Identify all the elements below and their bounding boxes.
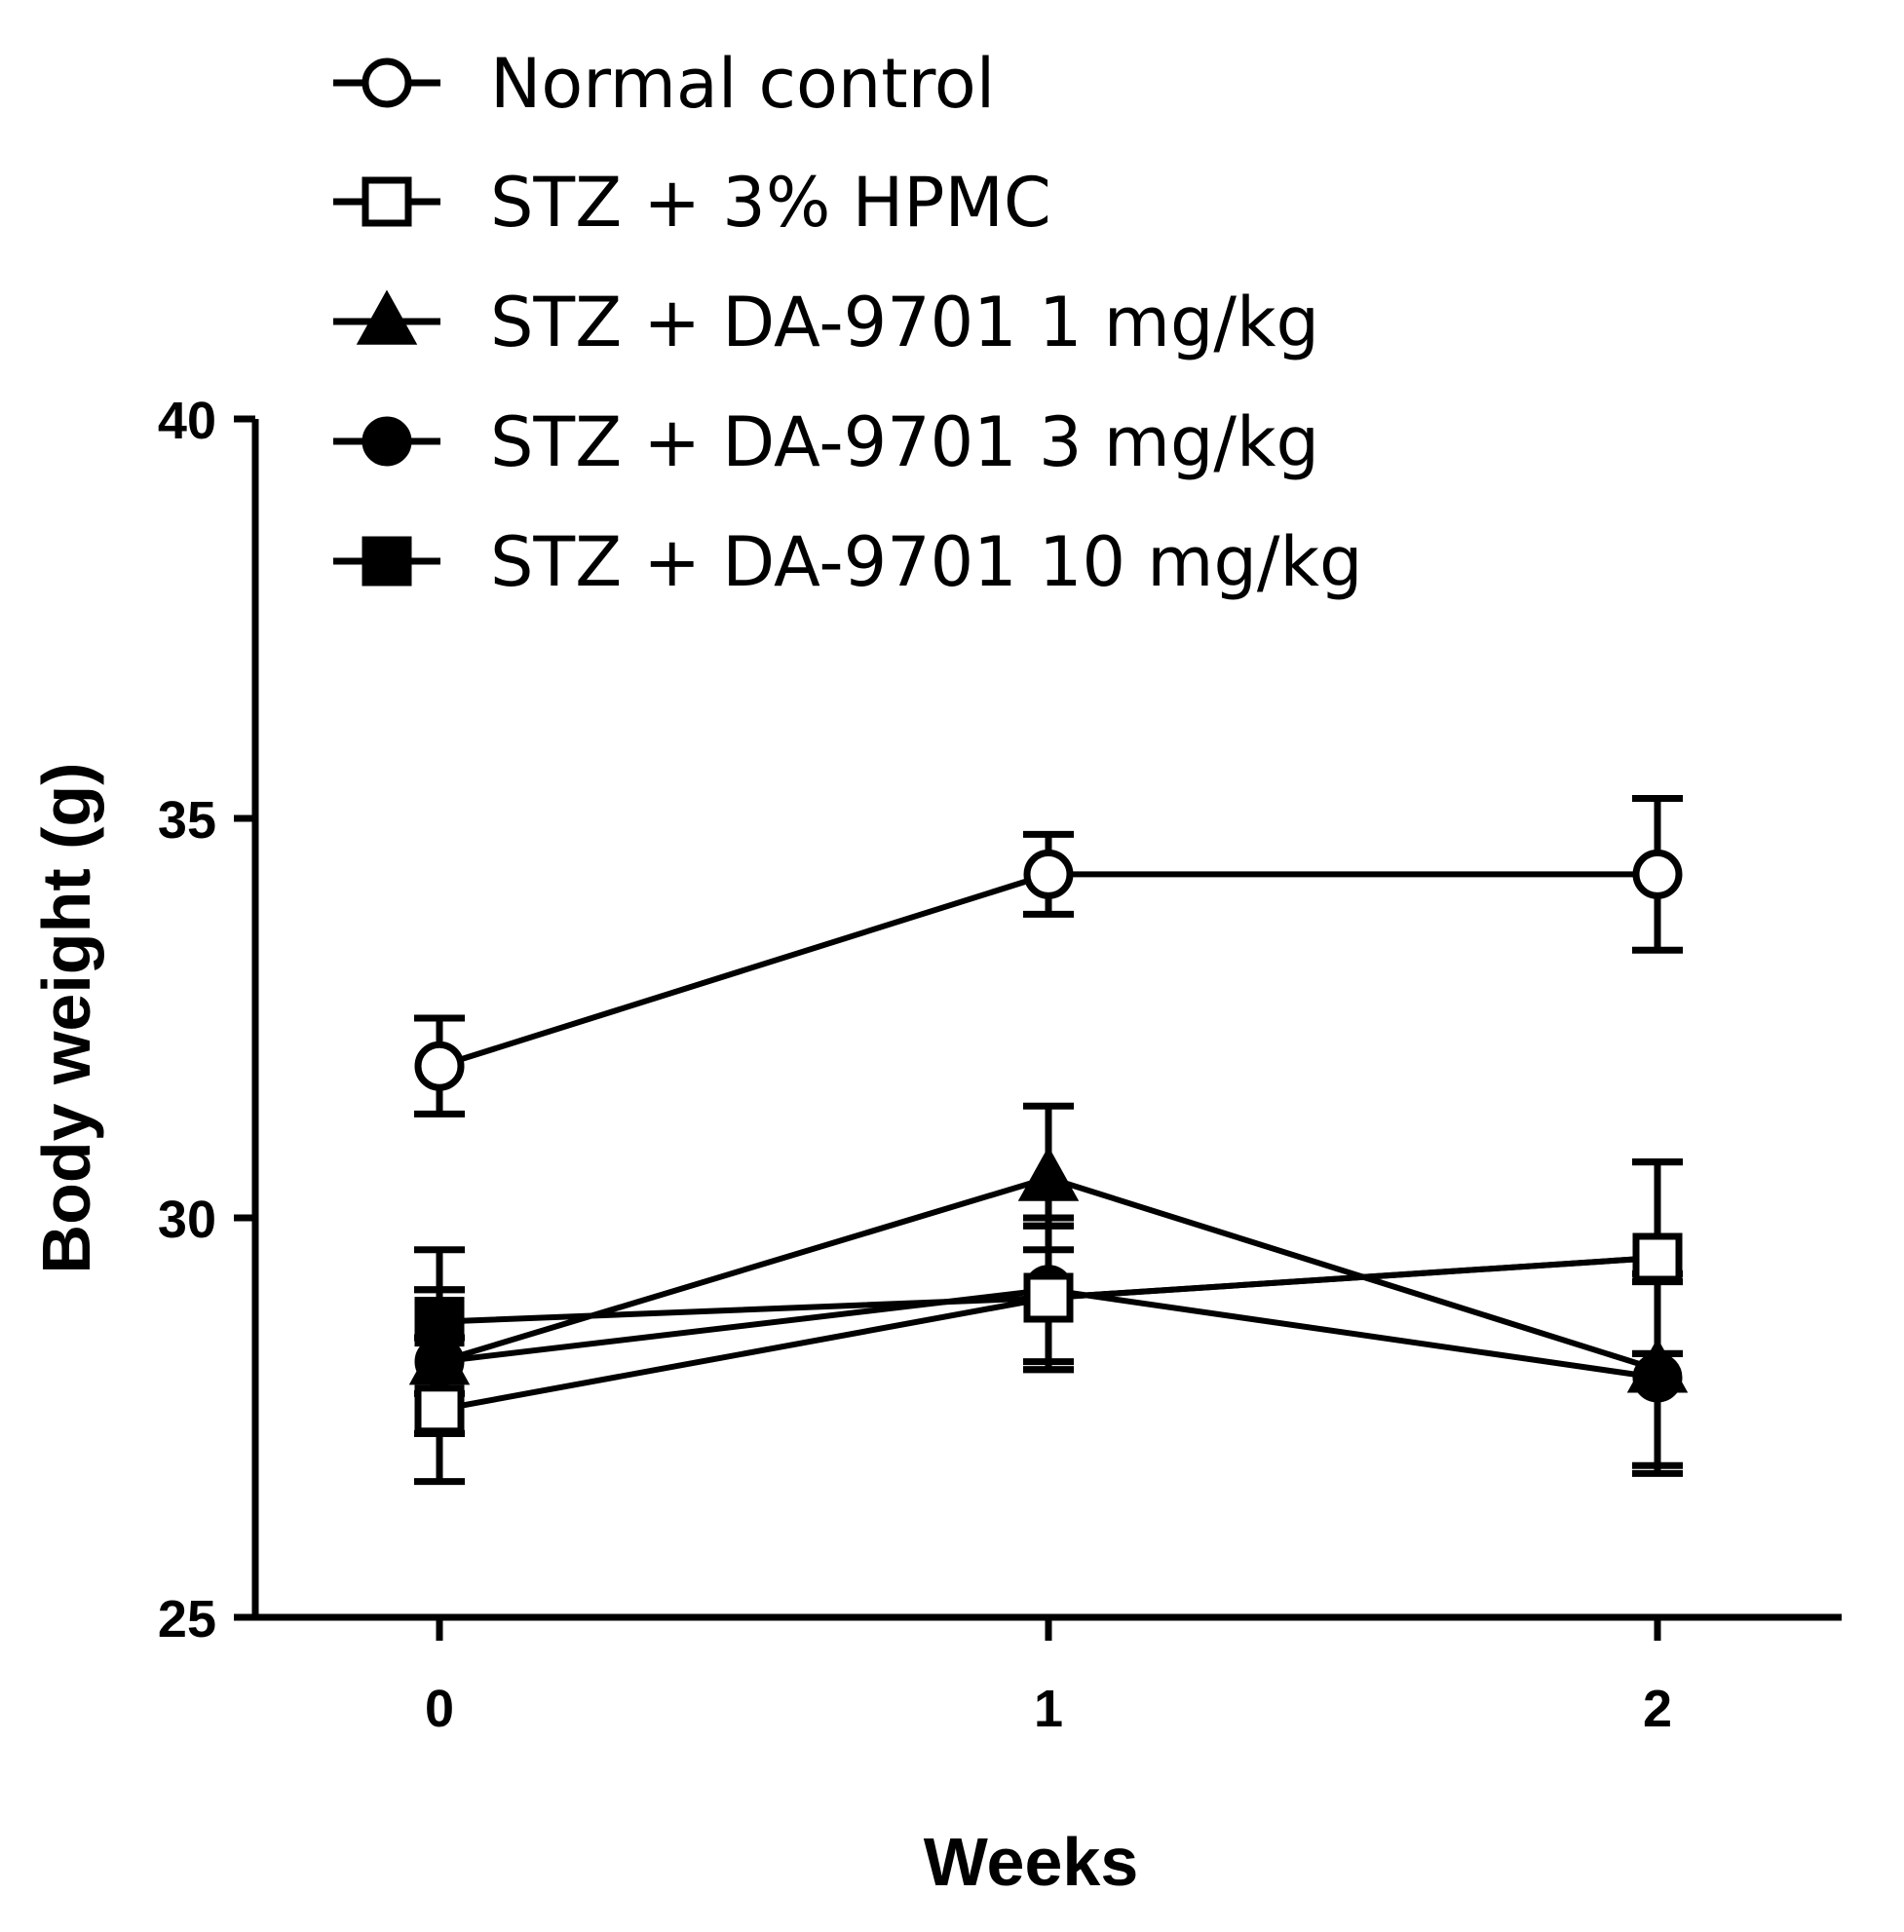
data-point (1632, 849, 1683, 899)
legend-label: STZ + 3% HPMC (490, 163, 1051, 243)
legend-marker (356, 289, 418, 345)
y-axis-title: Body weight (g) (28, 763, 104, 1274)
data-point (414, 1041, 465, 1091)
legend-marker (362, 176, 412, 227)
legend-entry-4: STZ + DA-9701 10 mg/kg (333, 522, 1362, 602)
legend-label: STZ + DA-9701 1 mg/kg (490, 283, 1319, 362)
x-tick-label: 1 (1034, 1680, 1063, 1738)
ticks: 25 30 35 40 0 1 2 (158, 392, 1672, 1738)
x-tick-label: 2 (1643, 1680, 1672, 1738)
data-point (1023, 1272, 1074, 1323)
series-1 (414, 1158, 1683, 1486)
legend-entry-1: STZ + 3% HPMC (333, 163, 1051, 243)
legend-marker (362, 536, 412, 587)
legend-marker (362, 57, 412, 108)
legend-label: STZ + DA-9701 10 mg/kg (490, 522, 1362, 602)
legend-entry-3: STZ + DA-9701 3 mg/kg (333, 402, 1319, 482)
legend-marker (362, 416, 412, 467)
x-tick-label: 0 (425, 1680, 454, 1738)
data-point (414, 1384, 465, 1435)
series-layer (408, 795, 1689, 1486)
legend-entry-2: STZ + DA-9701 1 mg/kg (333, 283, 1319, 362)
data-point (1632, 1232, 1683, 1283)
legend-label: Normal control (490, 44, 995, 124)
y-tick-label: 35 (158, 791, 216, 850)
data-point (1017, 1146, 1080, 1201)
y-tick-label: 25 (158, 1590, 216, 1648)
series-0 (414, 795, 1683, 1118)
y-tick-label: 40 (158, 392, 216, 450)
x-axis-title: Weeks (924, 1824, 1139, 1900)
y-tick-label: 30 (158, 1191, 216, 1249)
data-point (1626, 1338, 1689, 1393)
legend: Normal control STZ + 3% HPMC STZ + DA-9701… (333, 44, 1362, 602)
data-point (1023, 849, 1074, 899)
legend-entry-0: Normal control (333, 44, 995, 124)
legend-label: STZ + DA-9701 3 mg/kg (490, 402, 1319, 482)
